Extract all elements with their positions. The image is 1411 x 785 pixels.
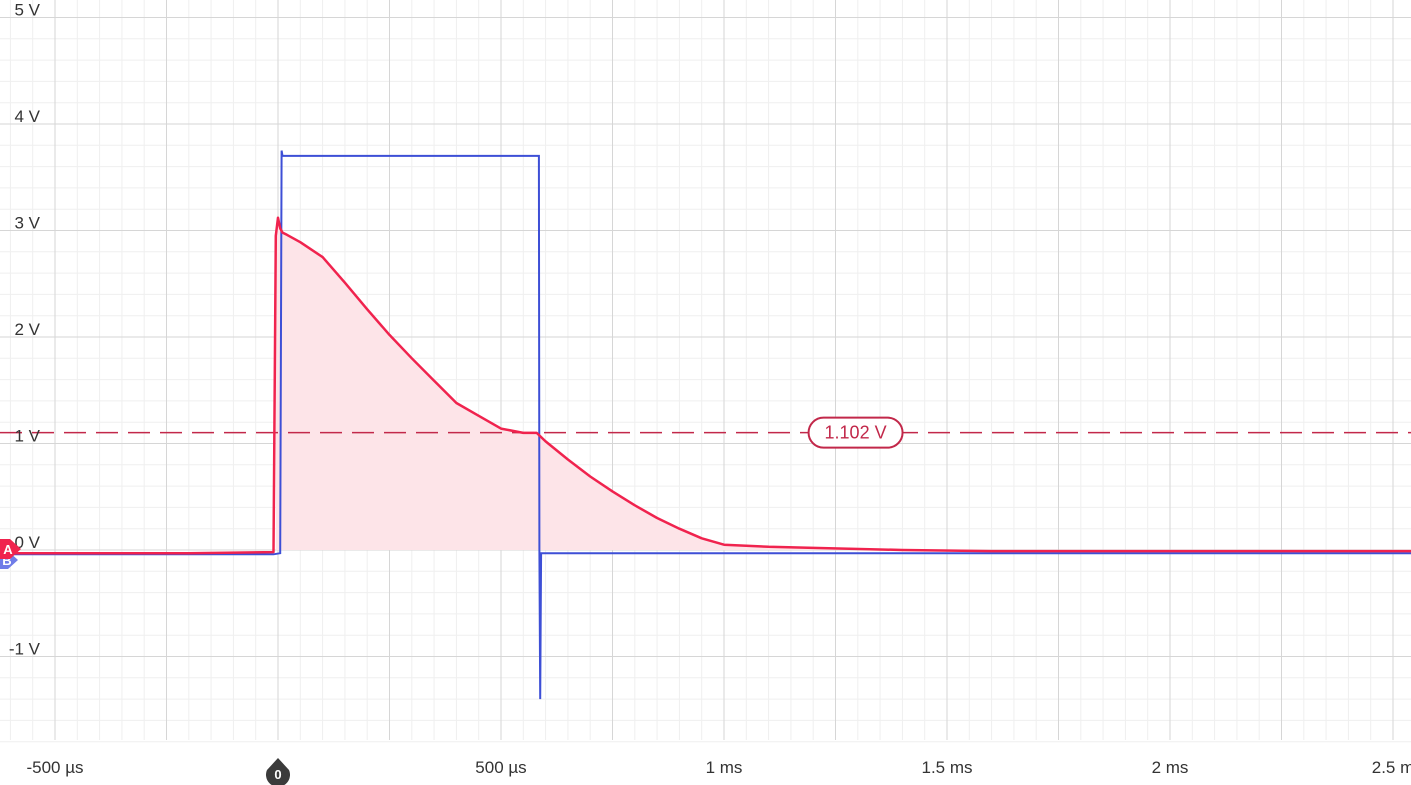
x-tick-label: 2 ms — [1152, 758, 1189, 777]
trigger-marker-label: 0 — [274, 767, 281, 782]
y-tick-label: 5 V — [14, 1, 40, 20]
y-tick-label: 3 V — [14, 214, 40, 233]
y-axis-tick-labels: 5 V 4 V 3 V 2 V 1 V 0 V -1 V — [9, 1, 41, 659]
channel-a-area-fill — [275, 217, 1411, 552]
y-tick-label: 2 V — [14, 320, 40, 339]
x-tick-label: 500 µs — [475, 758, 526, 777]
x-tick-label: -500 µs — [26, 758, 83, 777]
grid-major — [0, 0, 1411, 740]
channel-a-trace — [5, 216, 1411, 555]
y-tick-label: 0 V — [14, 533, 40, 552]
voltage-cursor-badge[interactable] — [807, 416, 904, 449]
channel-b-trace — [5, 150, 1411, 700]
channel-markers[interactable]: BA 0 — [0, 539, 290, 785]
voltage-cursor[interactable]: 1.102 V — [0, 416, 1411, 449]
y-tick-label: -1 V — [9, 640, 41, 659]
trigger-marker[interactable] — [266, 758, 290, 785]
x-tick-label: 2.5 m — [1372, 758, 1411, 777]
x-axis-tick-labels: -500 µs 500 µs 1 ms 1.5 ms 2 ms 2.5 m — [26, 758, 1411, 777]
y-tick-label: 1 V — [14, 427, 40, 446]
channel-a-marker[interactable] — [0, 539, 21, 559]
y-tick-label: 4 V — [14, 107, 40, 126]
voltage-cursor-label: 1.102 V — [825, 423, 887, 443]
waveform-traces — [5, 150, 1411, 700]
channel-b-marker-label: B — [2, 553, 11, 568]
channel-a-marker-label: A — [3, 542, 13, 557]
x-tick-label: 1 ms — [706, 758, 743, 777]
channel-a-fill-area — [275, 217, 1411, 552]
x-tick-label: 1.5 ms — [921, 758, 972, 777]
